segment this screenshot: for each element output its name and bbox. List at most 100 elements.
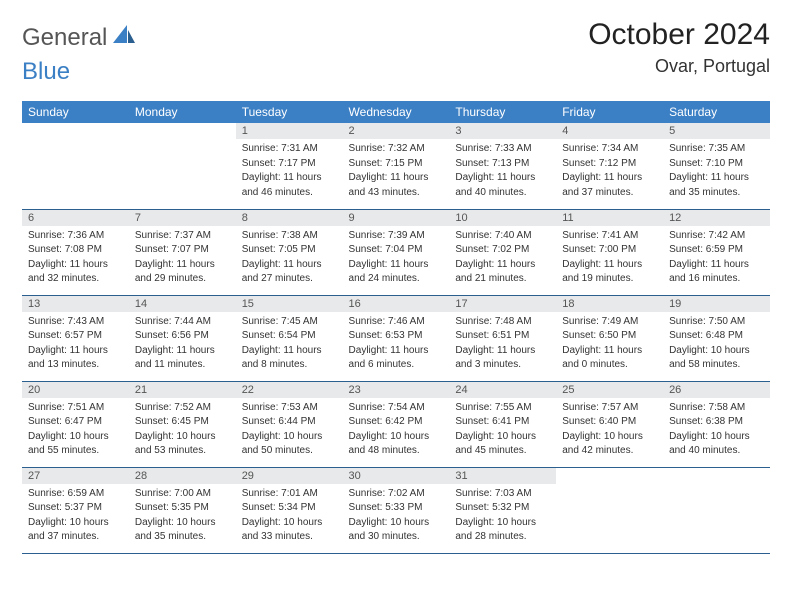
day-details: Sunrise: 7:40 AMSunset: 7:02 PMDaylight:… [449,226,556,286]
calendar-day-cell: 13Sunrise: 7:43 AMSunset: 6:57 PMDayligh… [22,295,129,381]
day-details: Sunrise: 7:55 AMSunset: 6:41 PMDaylight:… [449,398,556,458]
day-detail-line: Daylight: 10 hours [562,430,657,444]
day-number: 1 [236,123,343,139]
day-detail-line: Sunrise: 7:34 AM [562,142,657,156]
day-detail-line: Daylight: 11 hours [242,344,337,358]
day-detail-line: Sunrise: 7:37 AM [135,229,230,243]
day-details: Sunrise: 7:46 AMSunset: 6:53 PMDaylight:… [343,312,450,372]
day-detail-line: and 58 minutes. [669,358,764,372]
day-number: 8 [236,210,343,226]
day-detail-line: Daylight: 11 hours [562,171,657,185]
day-detail-line: Daylight: 10 hours [28,430,123,444]
day-detail-line: Sunset: 6:56 PM [135,329,230,343]
header: General October 2024 Ovar, Portugal [22,18,770,77]
day-detail-line: Sunset: 6:53 PM [349,329,444,343]
day-detail-line: and 0 minutes. [562,358,657,372]
dayhead-thu: Thursday [449,101,556,123]
day-detail-line: Daylight: 11 hours [455,171,550,185]
day-details: Sunrise: 7:02 AMSunset: 5:33 PMDaylight:… [343,484,450,544]
day-detail-line: Sunrise: 7:32 AM [349,142,444,156]
day-detail-line: Sunset: 6:57 PM [28,329,123,343]
calendar-header-row: Sunday Monday Tuesday Wednesday Thursday… [22,101,770,123]
calendar-day-cell [556,467,663,553]
day-detail-line: Sunrise: 6:59 AM [28,487,123,501]
day-details: Sunrise: 7:51 AMSunset: 6:47 PMDaylight:… [22,398,129,458]
day-detail-line: Sunset: 6:51 PM [455,329,550,343]
day-detail-line: and 46 minutes. [242,186,337,200]
day-detail-line: and 33 minutes. [242,530,337,544]
day-details: Sunrise: 6:59 AMSunset: 5:37 PMDaylight:… [22,484,129,544]
day-detail-line: Daylight: 11 hours [455,258,550,272]
day-detail-line: Sunset: 7:15 PM [349,157,444,171]
dayhead-fri: Friday [556,101,663,123]
day-detail-line: Sunrise: 7:45 AM [242,315,337,329]
day-detail-line: Sunset: 7:00 PM [562,243,657,257]
dayhead-sat: Saturday [663,101,770,123]
calendar-day-cell: 31Sunrise: 7:03 AMSunset: 5:32 PMDayligh… [449,467,556,553]
day-detail-line: Sunrise: 7:41 AM [562,229,657,243]
calendar-day-cell: 9Sunrise: 7:39 AMSunset: 7:04 PMDaylight… [343,209,450,295]
day-detail-line: and 37 minutes. [562,186,657,200]
calendar-day-cell [129,123,236,209]
day-detail-line: and 24 minutes. [349,272,444,286]
day-detail-line: Daylight: 10 hours [349,430,444,444]
day-number: 9 [343,210,450,226]
day-details: Sunrise: 7:58 AMSunset: 6:38 PMDaylight:… [663,398,770,458]
calendar-week: 20Sunrise: 7:51 AMSunset: 6:47 PMDayligh… [22,381,770,467]
day-detail-line: Sunset: 6:48 PM [669,329,764,343]
day-detail-line: Sunrise: 7:53 AM [242,401,337,415]
calendar-day-cell: 6Sunrise: 7:36 AMSunset: 7:08 PMDaylight… [22,209,129,295]
day-detail-line: and 30 minutes. [349,530,444,544]
day-detail-line: and 48 minutes. [349,444,444,458]
calendar-day-cell: 27Sunrise: 6:59 AMSunset: 5:37 PMDayligh… [22,467,129,553]
calendar-day-cell: 23Sunrise: 7:54 AMSunset: 6:42 PMDayligh… [343,381,450,467]
day-number: 7 [129,210,236,226]
day-details: Sunrise: 7:39 AMSunset: 7:04 PMDaylight:… [343,226,450,286]
calendar-body: 1Sunrise: 7:31 AMSunset: 7:17 PMDaylight… [22,123,770,553]
calendar-week: 27Sunrise: 6:59 AMSunset: 5:37 PMDayligh… [22,467,770,553]
day-detail-line: Sunset: 6:59 PM [669,243,764,257]
day-details: Sunrise: 7:34 AMSunset: 7:12 PMDaylight:… [556,139,663,199]
day-detail-line: Sunset: 7:07 PM [135,243,230,257]
day-number: 25 [556,382,663,398]
calendar-day-cell: 18Sunrise: 7:49 AMSunset: 6:50 PMDayligh… [556,295,663,381]
day-number: 13 [22,296,129,312]
day-detail-line: Daylight: 11 hours [669,258,764,272]
day-number: 16 [343,296,450,312]
day-detail-line: Sunrise: 7:54 AM [349,401,444,415]
calendar-day-cell: 21Sunrise: 7:52 AMSunset: 6:45 PMDayligh… [129,381,236,467]
day-detail-line: and 40 minutes. [455,186,550,200]
day-number: 24 [449,382,556,398]
day-number: 14 [129,296,236,312]
day-detail-line: and 35 minutes. [669,186,764,200]
day-detail-line: Daylight: 11 hours [242,258,337,272]
day-number: 21 [129,382,236,398]
brand-part1: General [22,24,107,52]
day-detail-line: Daylight: 11 hours [669,171,764,185]
day-number: 12 [663,210,770,226]
day-detail-line: Daylight: 11 hours [349,258,444,272]
day-detail-line: Daylight: 11 hours [562,344,657,358]
day-number: 18 [556,296,663,312]
day-details: Sunrise: 7:31 AMSunset: 7:17 PMDaylight:… [236,139,343,199]
day-detail-line: and 45 minutes. [455,444,550,458]
day-detail-line: Daylight: 10 hours [242,516,337,530]
calendar-day-cell: 17Sunrise: 7:48 AMSunset: 6:51 PMDayligh… [449,295,556,381]
day-details: Sunrise: 7:32 AMSunset: 7:15 PMDaylight:… [343,139,450,199]
day-detail-line: and 32 minutes. [28,272,123,286]
day-detail-line: Daylight: 10 hours [349,516,444,530]
day-details: Sunrise: 7:57 AMSunset: 6:40 PMDaylight:… [556,398,663,458]
day-details: Sunrise: 7:49 AMSunset: 6:50 PMDaylight:… [556,312,663,372]
day-detail-line: and 8 minutes. [242,358,337,372]
calendar-day-cell: 2Sunrise: 7:32 AMSunset: 7:15 PMDaylight… [343,123,450,209]
day-details: Sunrise: 7:42 AMSunset: 6:59 PMDaylight:… [663,226,770,286]
day-detail-line: Sunrise: 7:36 AM [28,229,123,243]
day-number: 23 [343,382,450,398]
day-number: 3 [449,123,556,139]
day-detail-line: Daylight: 10 hours [669,430,764,444]
day-detail-line: Sunrise: 7:38 AM [242,229,337,243]
day-detail-line: Daylight: 11 hours [28,258,123,272]
day-number: 27 [22,468,129,484]
day-detail-line: and 53 minutes. [135,444,230,458]
calendar-day-cell: 12Sunrise: 7:42 AMSunset: 6:59 PMDayligh… [663,209,770,295]
